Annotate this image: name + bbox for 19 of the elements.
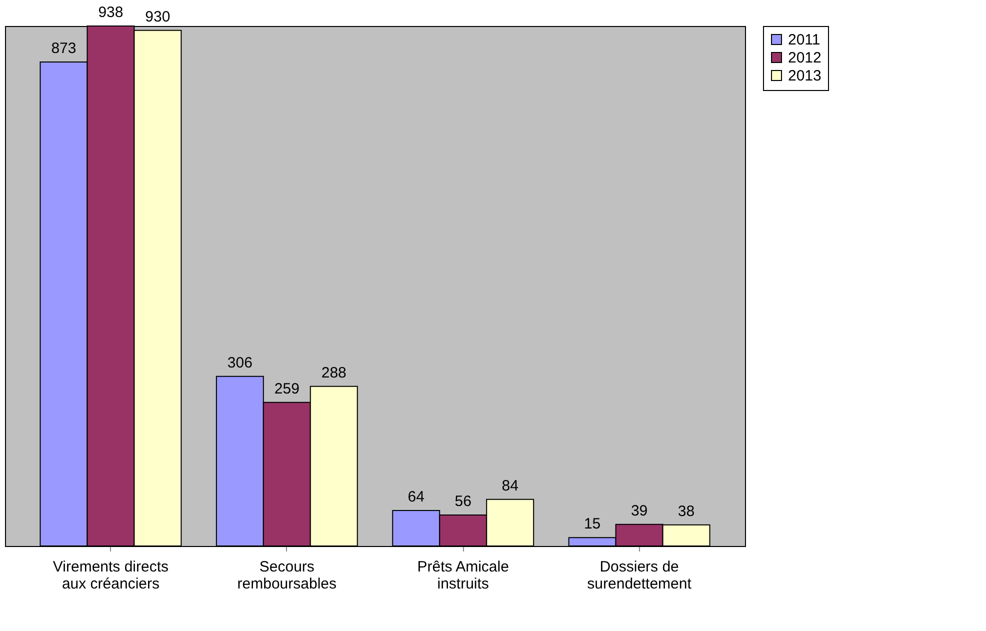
data-label: 288 (321, 364, 346, 382)
data-label: 15 (584, 516, 601, 533)
data-label: 38 (678, 502, 695, 520)
data-label: 306 (227, 354, 252, 372)
legend-label: 2011 (788, 32, 820, 48)
x-tick-label: Dossiers de surendettement (587, 558, 692, 592)
data-label: 39 (630, 502, 648, 520)
data-label: 930 (145, 8, 170, 26)
data-label: 938 (98, 4, 124, 21)
x-tick-label: Secours remboursables (237, 558, 337, 592)
x-tick-label: Prêts Amicale instruits (417, 558, 509, 592)
data-label: 873 (51, 40, 76, 58)
data-label: 84 (502, 477, 518, 494)
data-label: 56 (454, 492, 472, 510)
legend-label: 2012 (788, 50, 822, 66)
x-tick-label: Virements directs aux créanciers (52, 558, 169, 592)
data-label: 64 (408, 488, 424, 506)
legend-label: 2013 (788, 68, 822, 84)
data-label: 259 (274, 380, 300, 398)
